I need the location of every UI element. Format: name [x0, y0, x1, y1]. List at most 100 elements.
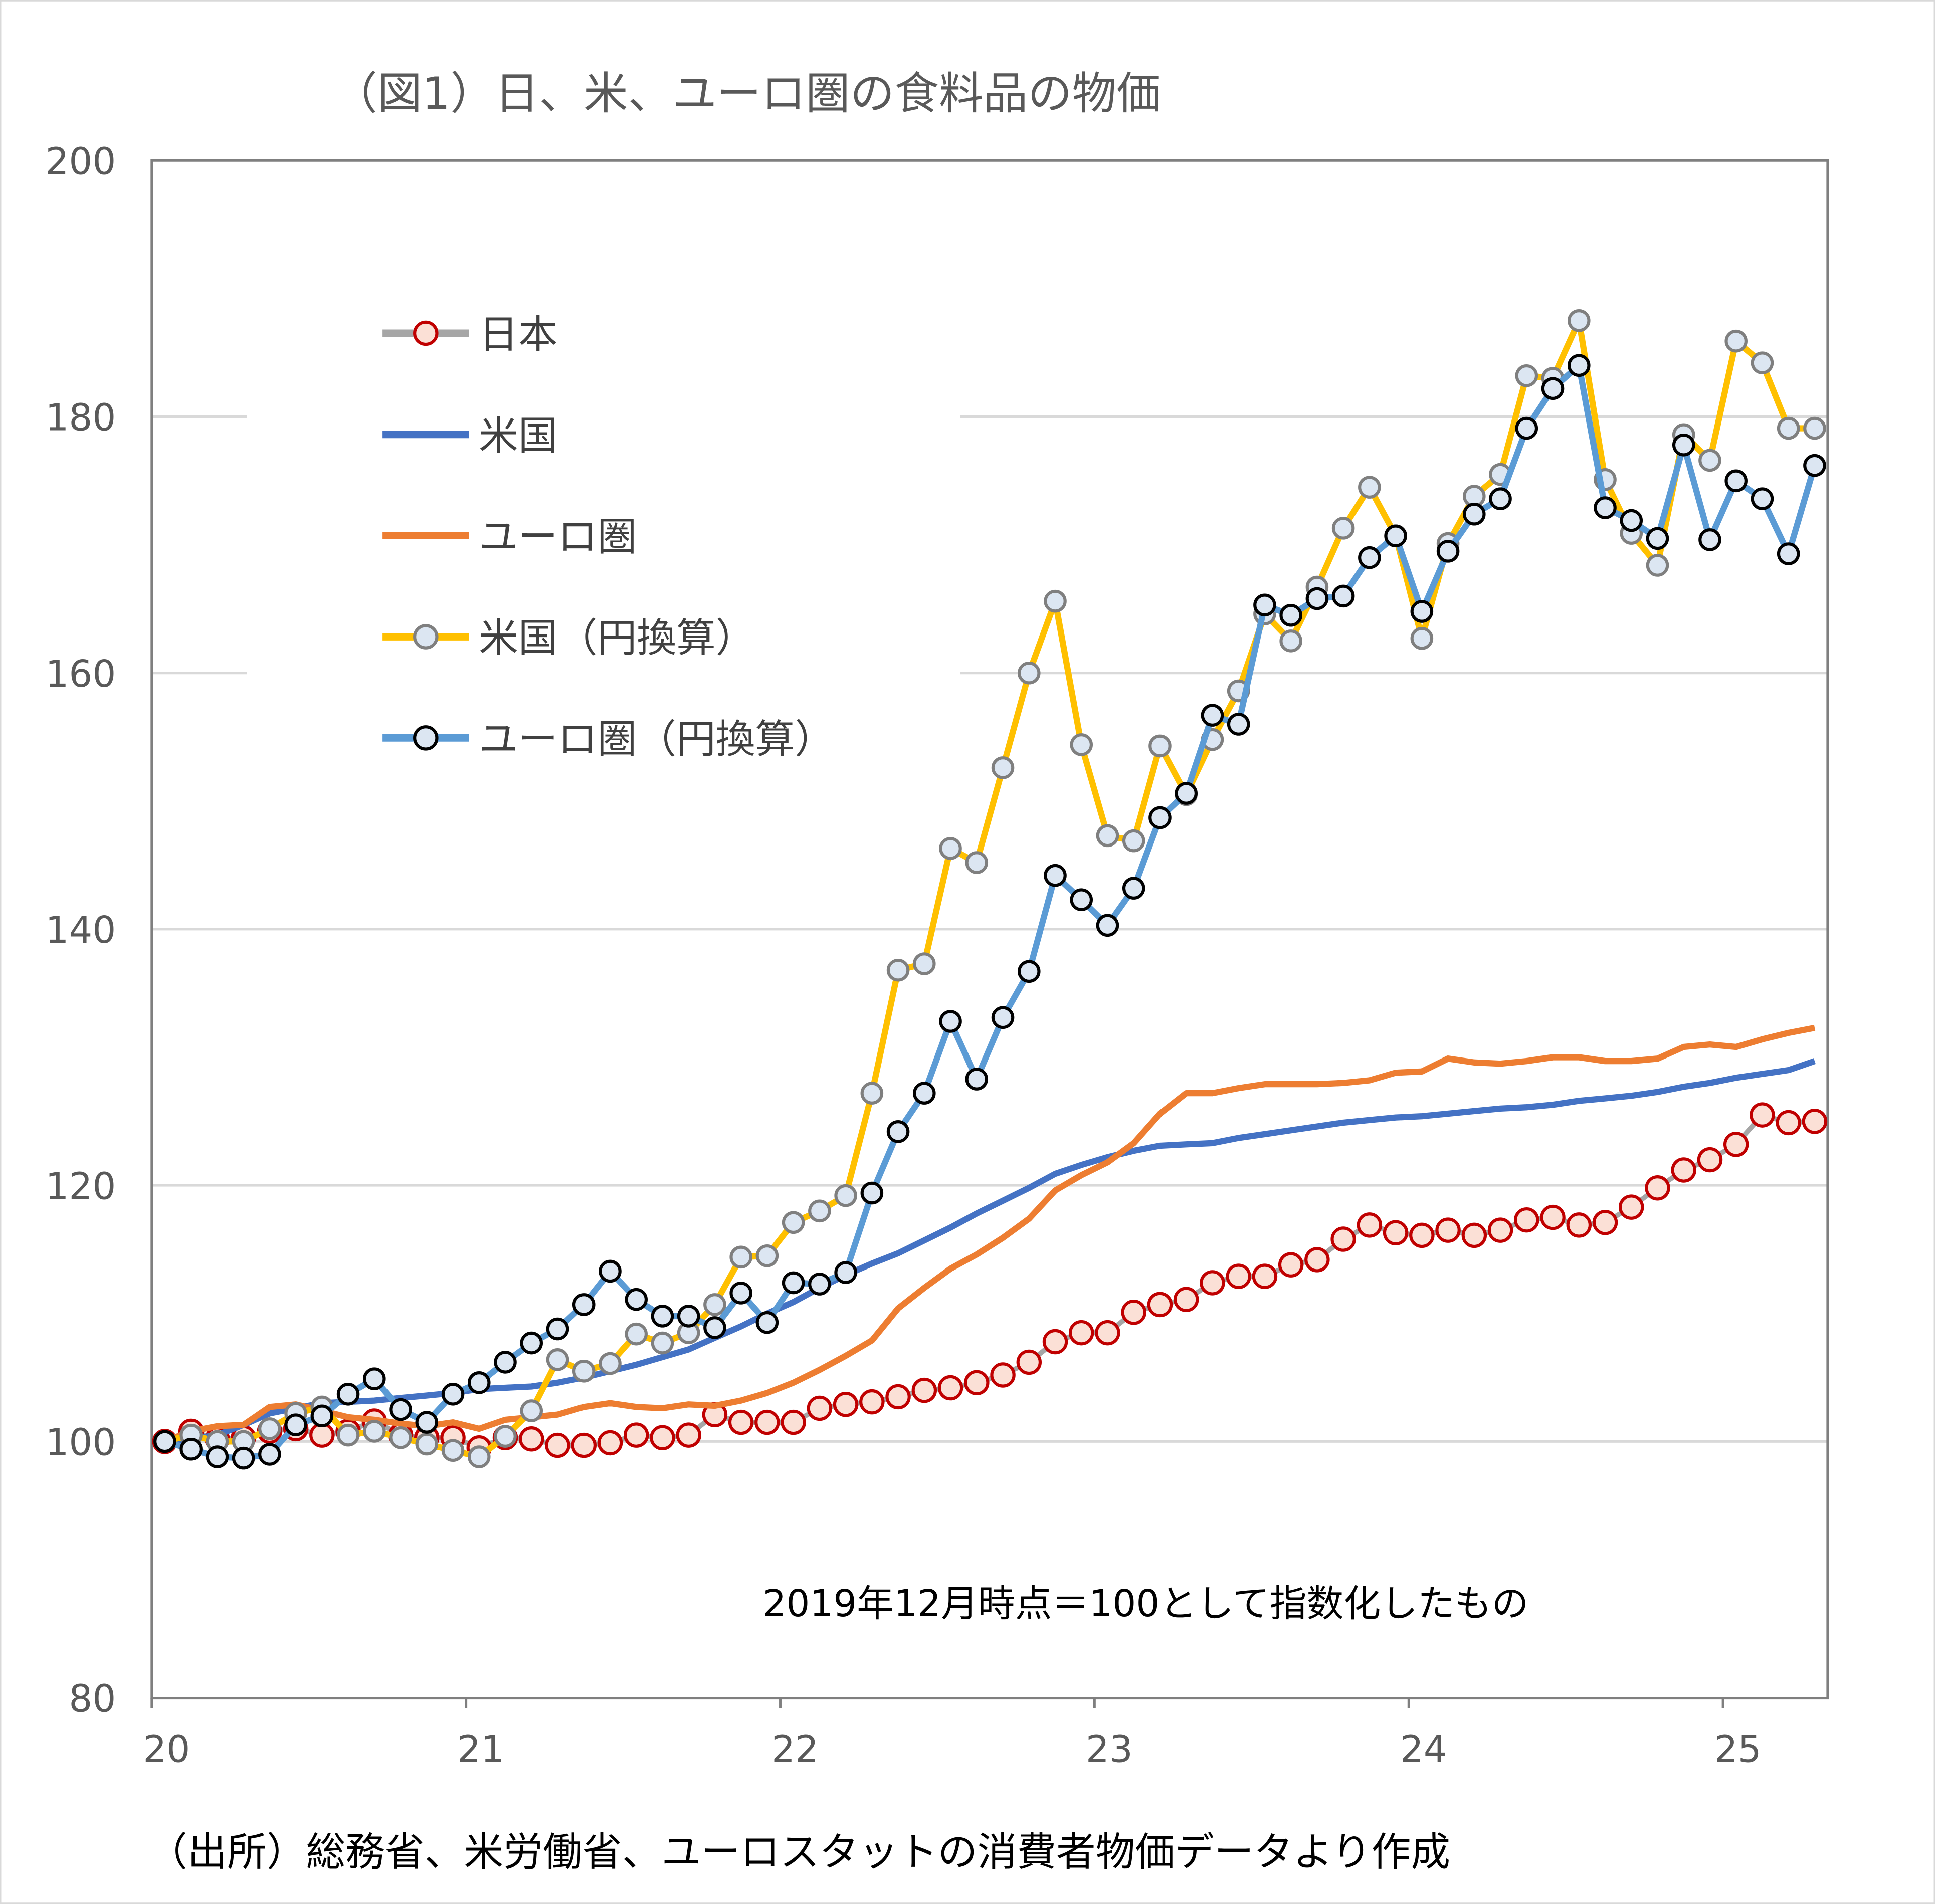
series-line: [164, 1058, 1816, 1445]
data-point: [153, 1430, 176, 1453]
data-point: [677, 1305, 700, 1328]
data-point: [1540, 1204, 1566, 1230]
data-point: [467, 1445, 491, 1468]
y-tick-label: 140: [45, 909, 116, 952]
data-point: [729, 1245, 752, 1269]
data-point: [310, 1404, 334, 1428]
data-point: [1409, 1222, 1435, 1248]
source-note: （出所）総務省、米労働省、ユーロスタットの消費者物価データより作成: [148, 1829, 1450, 1875]
data-point: [625, 1288, 648, 1311]
data-point: [729, 1282, 752, 1305]
legend-item: ユーロ圏（円換算）: [382, 716, 834, 762]
data-point: [860, 1181, 884, 1205]
data-point: [572, 1293, 596, 1316]
data-point: [494, 1351, 517, 1374]
data-point: [389, 1426, 412, 1449]
data-point: [913, 1082, 936, 1105]
data-point: [965, 851, 989, 874]
data-point: [651, 1305, 674, 1328]
data-point: [389, 1398, 412, 1421]
data-point: [913, 952, 936, 975]
data-point: [1515, 364, 1538, 387]
data-point: [1044, 589, 1067, 613]
data-point: [1803, 416, 1826, 440]
data-point: [676, 1422, 701, 1448]
data-point: [309, 1422, 335, 1448]
legend-marker: [413, 320, 439, 346]
data-point: [546, 1317, 569, 1341]
x-tick-label: 24: [1400, 1728, 1447, 1771]
legend-label: 米国（円換算）: [479, 615, 755, 661]
data-point: [1016, 1349, 1042, 1375]
data-point: [1592, 1210, 1618, 1235]
data-point: [859, 1389, 885, 1415]
legend-label: ユーロ圏（円換算）: [479, 716, 834, 762]
data-point: [1122, 829, 1145, 853]
x-tick-label: 22: [771, 1728, 819, 1771]
data-point: [1201, 704, 1224, 727]
y-tick-label: 200: [45, 140, 116, 183]
data-point: [1148, 806, 1172, 829]
y-tick-label: 180: [45, 396, 116, 440]
data-point: [886, 1120, 910, 1143]
data-point: [1697, 1147, 1723, 1173]
data-point: [1487, 1217, 1513, 1243]
data-point: [1044, 864, 1067, 887]
data-point: [808, 1199, 831, 1223]
series-line: [163, 1024, 1816, 1445]
series-line: [164, 317, 1815, 1460]
data-point: [651, 1331, 674, 1355]
data-point: [1226, 1263, 1251, 1289]
data-point: [258, 1443, 281, 1466]
data-point: [1096, 824, 1119, 848]
data-point: [755, 1244, 779, 1267]
data-point: [599, 1352, 622, 1375]
data-point: [939, 1010, 962, 1033]
data-point: [467, 1371, 491, 1394]
data-point: [833, 1392, 859, 1417]
data-point: [1200, 1270, 1225, 1296]
chart-title: （図1）日、米、ユーロ圏の食料品の物価: [333, 68, 1161, 119]
x-axis: 20 21 22 23 24 25: [143, 1698, 1762, 1771]
data-point: [519, 1426, 544, 1452]
data-point: [545, 1432, 570, 1458]
data-point: [597, 1430, 623, 1456]
data-point: [1671, 1157, 1696, 1183]
data-point: [728, 1409, 754, 1435]
data-point: [1042, 1329, 1068, 1355]
series-3: [153, 309, 1826, 1468]
data-point: [781, 1409, 806, 1435]
data-point: [1463, 503, 1486, 526]
data-point: [1803, 454, 1826, 477]
data-point: [1777, 542, 1800, 565]
data-point: [911, 1377, 937, 1403]
data-point: [703, 1293, 726, 1316]
data-point: [546, 1348, 569, 1371]
data-point: [1645, 1175, 1670, 1201]
y-tick-label: 80: [69, 1677, 116, 1721]
data-point: [1566, 1212, 1592, 1238]
legend-item: 米国（円換算）: [382, 615, 755, 661]
data-point: [1698, 528, 1721, 551]
data-point: [1384, 524, 1407, 548]
data-point: [1751, 487, 1774, 510]
data-point: [1121, 1299, 1146, 1325]
data-point: [363, 1420, 386, 1443]
data-point: [807, 1395, 833, 1421]
y-tick-label: 100: [45, 1421, 116, 1464]
data-point: [258, 1417, 281, 1440]
data-point: [232, 1446, 255, 1470]
data-point: [1070, 888, 1093, 911]
data-point: [1095, 1320, 1120, 1346]
data-point: [1620, 509, 1643, 532]
data-point: [206, 1445, 229, 1468]
data-point: [1358, 546, 1381, 569]
data-point: [1489, 487, 1512, 510]
data-point: [1227, 713, 1250, 736]
series-2: [163, 1024, 1816, 1445]
data-point: [1383, 1220, 1409, 1245]
data-point: [1646, 554, 1669, 577]
data-point: [571, 1432, 597, 1458]
data-point: [991, 1006, 1015, 1029]
